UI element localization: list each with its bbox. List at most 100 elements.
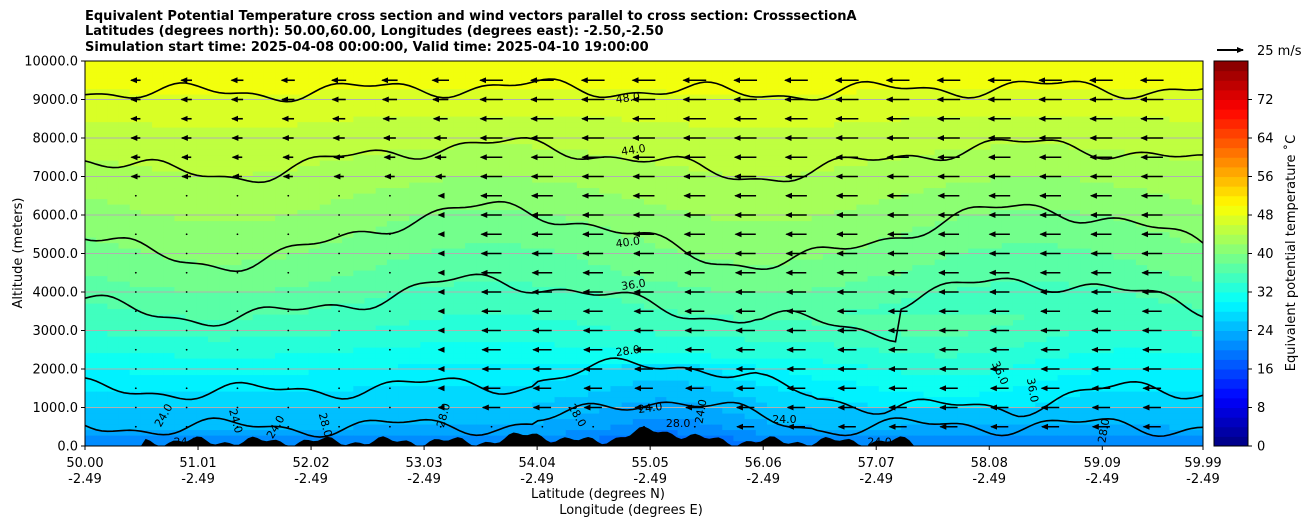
field-cell xyxy=(856,330,869,337)
field-cell xyxy=(185,248,198,255)
field-cell xyxy=(386,242,399,249)
field-cell xyxy=(554,154,567,161)
field-cell xyxy=(196,99,209,106)
field-cell xyxy=(822,270,835,277)
field-cell xyxy=(588,413,600,420)
field-cell xyxy=(532,259,544,266)
field-cell xyxy=(722,198,735,205)
field-cell xyxy=(252,127,265,134)
field-cell xyxy=(85,259,97,266)
field-cell xyxy=(263,215,276,222)
field-cell xyxy=(632,110,645,117)
field-cell xyxy=(330,72,343,79)
field-cell xyxy=(207,270,220,277)
field-cell xyxy=(666,325,679,332)
field-cell xyxy=(655,286,667,293)
field-cell xyxy=(543,341,556,348)
field-cell xyxy=(185,369,198,376)
field-cell xyxy=(487,171,500,178)
field-cell xyxy=(800,385,813,392)
field-cell xyxy=(375,171,388,178)
field-cell xyxy=(766,396,779,403)
field-cell xyxy=(342,347,354,354)
field-cell xyxy=(353,303,366,310)
field-cell xyxy=(85,314,97,321)
field-cell xyxy=(319,297,332,304)
field-cell xyxy=(398,176,410,183)
field-cell xyxy=(532,352,544,359)
field-cell xyxy=(744,402,757,409)
field-cell xyxy=(621,253,634,260)
field-cell xyxy=(688,198,701,205)
field-cell xyxy=(163,204,176,211)
field-cell xyxy=(252,275,265,282)
field-cell xyxy=(722,138,735,145)
field-cell xyxy=(319,402,332,409)
field-cell xyxy=(867,66,880,73)
field-cell xyxy=(118,369,131,376)
field-cell xyxy=(342,303,354,310)
field-cell xyxy=(185,253,198,260)
field-cell xyxy=(487,121,500,128)
field-cell xyxy=(129,220,142,227)
field-cell xyxy=(699,176,712,183)
field-cell xyxy=(207,314,220,321)
field-cell xyxy=(867,319,880,326)
field-cell xyxy=(699,413,712,420)
field-cell xyxy=(319,209,332,216)
field-cell xyxy=(263,242,276,249)
field-cell xyxy=(722,121,735,128)
field-cell xyxy=(465,88,477,95)
field-cell xyxy=(632,215,645,222)
field-cell xyxy=(778,292,790,299)
field-cell xyxy=(185,154,198,161)
field-cell xyxy=(241,231,254,238)
field-cell xyxy=(554,341,567,348)
field-cell xyxy=(219,369,231,376)
field-cell xyxy=(174,83,187,90)
field-cell xyxy=(431,374,444,381)
field-cell xyxy=(554,380,567,387)
field-cell xyxy=(129,66,142,73)
field-cell xyxy=(688,110,701,117)
field-cell xyxy=(878,369,891,376)
field-cell xyxy=(353,341,366,348)
field-cell xyxy=(129,99,142,106)
field-cell xyxy=(375,231,388,238)
field-cell xyxy=(364,413,377,420)
field-cell xyxy=(297,402,310,409)
field-cell xyxy=(431,352,444,359)
field-cell xyxy=(476,253,489,260)
field-cell xyxy=(420,248,433,255)
field-cell xyxy=(353,297,366,304)
field-cell xyxy=(722,77,735,84)
field-cell xyxy=(498,396,511,403)
field-cell xyxy=(431,253,444,260)
field-cell xyxy=(219,380,231,387)
field-cell xyxy=(275,413,287,420)
field-cell xyxy=(185,165,198,172)
field-cell xyxy=(666,242,679,249)
field-cell xyxy=(666,424,679,431)
field-cell xyxy=(822,127,835,134)
field-cell xyxy=(140,61,153,68)
field-cell xyxy=(699,341,712,348)
field-cell xyxy=(185,110,198,117)
field-cell xyxy=(409,160,421,167)
field-cell xyxy=(342,297,354,304)
field-cell xyxy=(230,358,243,365)
field-cell xyxy=(554,204,567,211)
field-cell xyxy=(174,281,187,288)
field-cell xyxy=(599,418,612,425)
field-cell xyxy=(163,369,176,376)
field-cell xyxy=(118,165,131,172)
field-cell xyxy=(342,363,354,370)
field-cell xyxy=(655,347,667,354)
field-cell xyxy=(174,127,187,134)
field-cell xyxy=(487,264,500,271)
field-cell xyxy=(822,231,835,238)
field-cell xyxy=(330,374,343,381)
field-cell xyxy=(263,182,276,189)
field-cell xyxy=(431,226,444,233)
field-cell xyxy=(185,314,198,321)
